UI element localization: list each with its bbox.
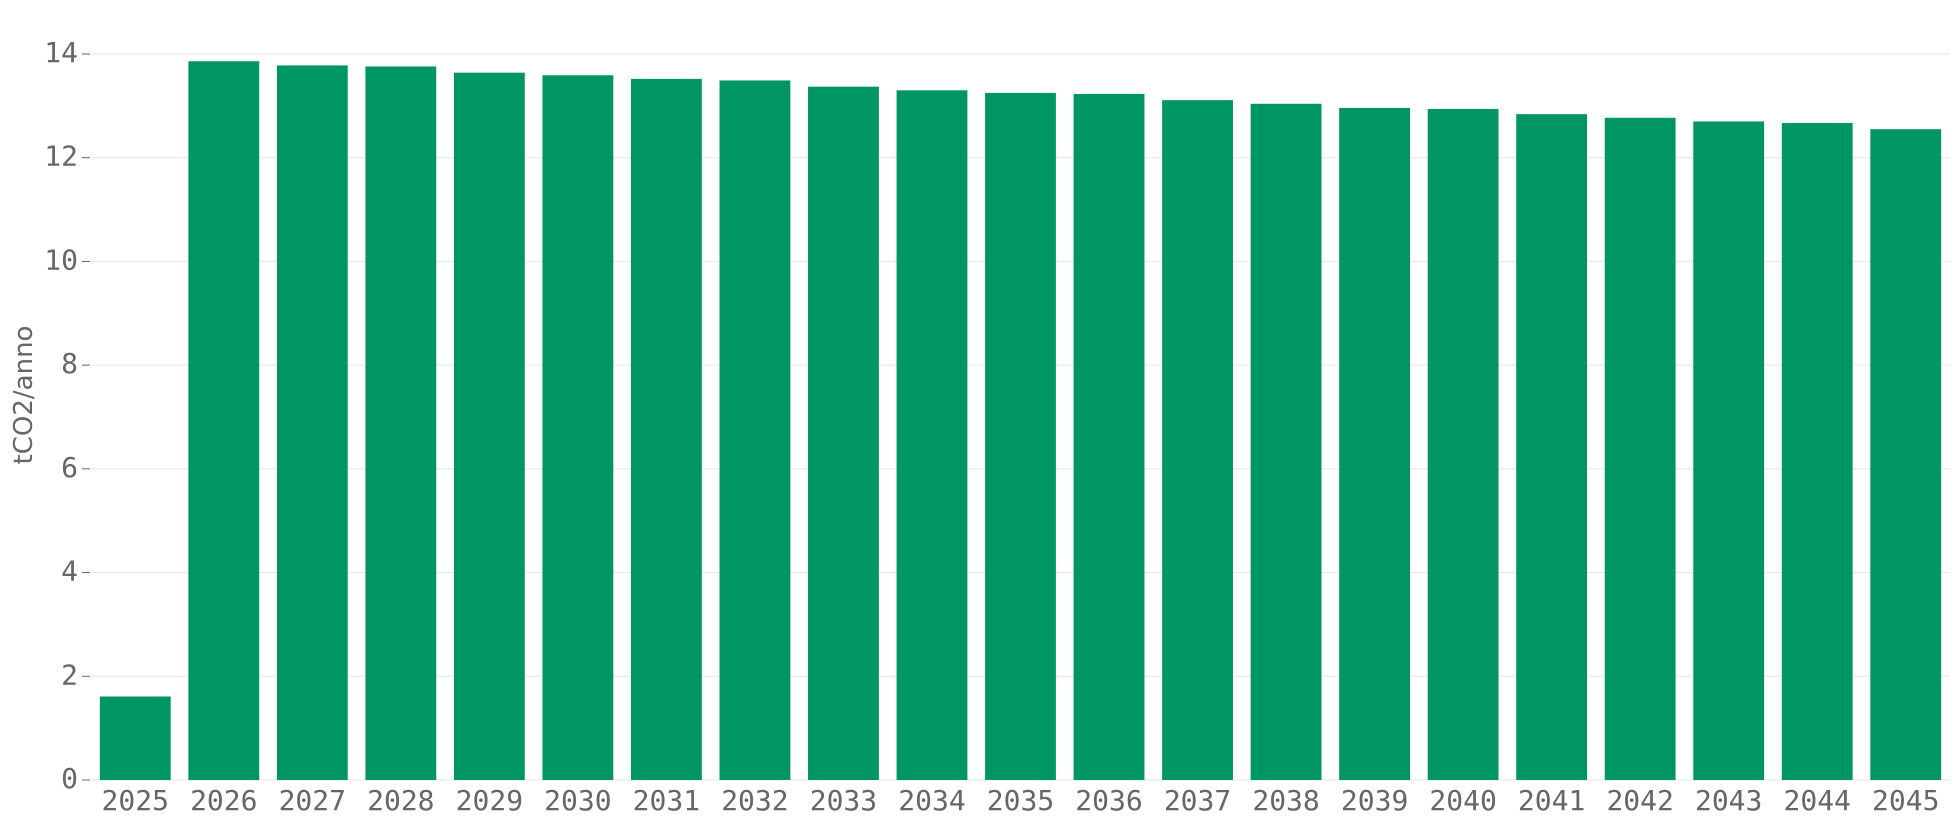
x-tick-label: 2038 xyxy=(1252,784,1319,817)
bar xyxy=(1162,100,1233,781)
bar xyxy=(719,80,791,780)
x-tick-label: 2039 xyxy=(1341,784,1408,817)
y-tick-label: 4 xyxy=(61,555,78,588)
y-tick-label: 12 xyxy=(44,140,78,173)
bar xyxy=(453,72,525,780)
x-tick-label: 2027 xyxy=(279,784,346,817)
bar xyxy=(365,66,437,780)
bar xyxy=(188,61,260,780)
x-tick-label: 2044 xyxy=(1783,784,1850,817)
x-tick-label: 2026 xyxy=(190,784,257,817)
y-tick-label: 8 xyxy=(61,347,78,380)
bar xyxy=(1781,122,1853,781)
bar xyxy=(896,90,968,781)
bar xyxy=(1250,103,1322,781)
bar xyxy=(985,92,1056,780)
bar xyxy=(1693,121,1765,780)
y-tick-label: 0 xyxy=(61,762,78,795)
x-tick-label: 2034 xyxy=(898,784,965,817)
bar xyxy=(1516,114,1588,780)
y-tick-label: 14 xyxy=(44,36,78,69)
y-axis-label: tCO2/anno xyxy=(9,326,39,465)
bar xyxy=(276,65,348,780)
x-tick-label: 2028 xyxy=(367,784,434,817)
bar xyxy=(542,75,614,781)
bar xyxy=(99,696,171,780)
x-tick-label: 2036 xyxy=(1075,784,1142,817)
bar xyxy=(808,86,879,781)
bar xyxy=(1604,117,1676,780)
x-tick-label: 2037 xyxy=(1164,784,1231,817)
x-tick-label: 2029 xyxy=(456,784,523,817)
x-tick-label: 2045 xyxy=(1872,784,1939,817)
bar xyxy=(630,78,702,781)
x-tick-label: 2025 xyxy=(102,784,169,817)
x-tick-label: 2032 xyxy=(721,784,788,817)
x-tick-label: 2031 xyxy=(633,784,700,817)
x-tick-label: 2042 xyxy=(1606,784,1673,817)
bar xyxy=(1870,129,1942,780)
x-tick-label: 2035 xyxy=(987,784,1054,817)
bar xyxy=(1427,108,1499,781)
y-tick-label: 2 xyxy=(61,658,78,691)
y-tick-label: 10 xyxy=(44,243,78,276)
x-tick-label: 2040 xyxy=(1429,784,1496,817)
y-tick-label: 6 xyxy=(61,451,78,484)
x-tick-label: 2041 xyxy=(1518,784,1585,817)
x-tick-label: 2043 xyxy=(1695,784,1762,817)
x-tick-label: 2030 xyxy=(544,784,611,817)
x-tick-label: 2033 xyxy=(810,784,877,817)
bar xyxy=(1073,93,1145,781)
bar xyxy=(1339,107,1411,781)
